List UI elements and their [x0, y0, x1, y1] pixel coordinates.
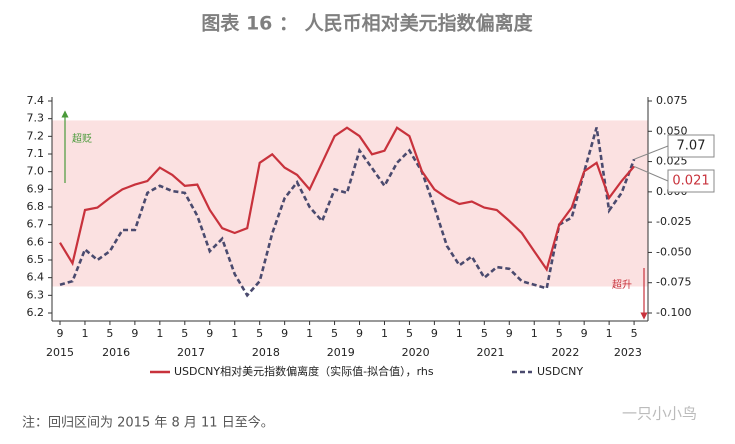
x-tick-label: 5 [481, 327, 488, 340]
x-tick-label: 9 [131, 327, 138, 340]
x-tick-label: 5 [556, 327, 563, 340]
y-tick-label: 7.3 [27, 112, 45, 125]
year-label: 2018 [252, 346, 280, 359]
chart-title: 图表 16 ： 人民币相对美元指数偏离度 [201, 12, 533, 35]
year-label: 2016 [102, 346, 130, 359]
callout-leader [633, 145, 669, 160]
year-label: 2015 [46, 346, 74, 359]
x-tick-label: 1 [531, 327, 538, 340]
series-line [59, 127, 636, 298]
y2-tick-label: -0.075 [656, 276, 691, 289]
x-tick-label: 1 [456, 327, 463, 340]
x-tick-label: 9 [581, 327, 588, 340]
callout-leader [633, 165, 669, 182]
y-tick-label: 6.6 [27, 235, 45, 248]
x-tick-label: 5 [106, 327, 113, 340]
x-tick-label: 1 [381, 327, 388, 340]
regression-band [52, 120, 648, 287]
x-tick-label: 9 [506, 327, 513, 340]
y-tick-label: 7.0 [27, 165, 45, 178]
x-tick-label: 1 [81, 327, 88, 340]
x-tick-label: 9 [431, 327, 438, 340]
x-tick-label: 5 [406, 327, 413, 340]
callout-label: 0.021 [672, 174, 709, 189]
x-tick-label: 9 [57, 327, 64, 340]
y2-tick-label: -0.050 [656, 245, 691, 258]
year-label: 2017 [177, 346, 205, 359]
y-tick-label: 6.3 [27, 288, 45, 301]
x-tick-label: 9 [281, 327, 288, 340]
year-label: 2020 [402, 346, 430, 359]
y-tick-label: 7.4 [27, 94, 45, 107]
y2-tick-label: 0.050 [656, 124, 688, 137]
x-tick-label: 9 [206, 327, 213, 340]
y2-tick-label: -0.025 [656, 215, 691, 228]
y-tick-label: 6.2 [27, 306, 45, 319]
y-tick-label: 7.2 [27, 129, 45, 142]
x-tick-label: 9 [356, 327, 363, 340]
legend-label: USDCNY [537, 365, 583, 378]
x-tick-label: 1 [156, 327, 163, 340]
footnote: 注：回归区间为 2015 年 8 月 11 日至今。 [22, 415, 274, 431]
y-tick-label: 6.9 [27, 182, 45, 195]
watermark: 一只小小鸟 [622, 405, 697, 423]
x-tick-label: 1 [306, 327, 313, 340]
year-label: 2019 [327, 346, 355, 359]
x-tick-label: 1 [231, 327, 238, 340]
y2-tick-label: 0.075 [656, 94, 688, 107]
year-label: 2021 [477, 346, 505, 359]
y2-tick-label: 0.025 [656, 155, 688, 168]
year-label: 2023 [614, 346, 642, 359]
callout-label: 7.07 [677, 139, 706, 154]
x-tick-label: 5 [256, 327, 263, 340]
legend-label: USDCNY相对美元指数偏离度（实际值-拟合值），rhs [174, 364, 434, 378]
y-tick-label: 6.5 [27, 253, 45, 266]
y-tick-label: 6.8 [27, 200, 45, 213]
x-tick-label: 5 [331, 327, 338, 340]
x-tick-label: 5 [631, 327, 638, 340]
x-tick-label: 1 [606, 327, 613, 340]
annotation: 超贬 [72, 132, 92, 145]
y-tick-label: 6.4 [27, 271, 45, 284]
y-tick-label: 6.7 [27, 218, 45, 231]
annotation: 超升 [612, 278, 632, 291]
y2-tick-label: -0.100 [656, 306, 691, 319]
x-tick-label: 5 [181, 327, 188, 340]
y-tick-label: 7.1 [27, 147, 45, 160]
year-label: 2022 [551, 346, 579, 359]
series-line [59, 126, 635, 272]
